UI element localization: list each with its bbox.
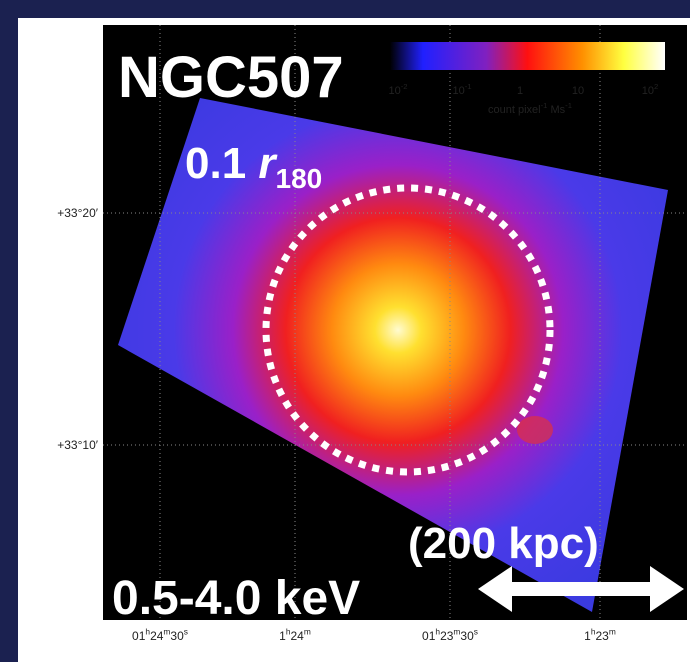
superscript: m xyxy=(609,627,616,637)
page: NGC507 0.1 r180 (200 kpc) 0.5-4.0 keV +3… xyxy=(0,0,690,662)
x-label: 01h23m30s xyxy=(422,627,478,643)
superscript: -2 xyxy=(401,82,408,91)
text: 23 xyxy=(440,629,454,643)
text: 24 xyxy=(150,629,164,643)
colorbar xyxy=(390,42,665,70)
superscript: m xyxy=(304,627,311,637)
figure: NGC507 0.1 r180 (200 kpc) 0.5-4.0 keV +3… xyxy=(0,0,690,662)
text: 30 xyxy=(170,629,184,643)
superscript: s xyxy=(474,627,478,637)
colorbar-tick: 1 xyxy=(517,85,523,97)
subscript: 180 xyxy=(276,163,323,194)
text: 23 xyxy=(596,629,610,643)
colorbar-unit: count pixel-1 Ms-1 xyxy=(488,101,572,116)
x-label: 01h24m30s xyxy=(132,627,188,643)
text: 01 xyxy=(422,629,436,643)
text: 10 xyxy=(452,85,464,97)
text: 01 xyxy=(132,629,146,643)
text: 10 xyxy=(572,85,584,97)
text: 30 xyxy=(460,629,474,643)
scale-label: (200 kpc) xyxy=(408,519,599,568)
title: NGC507 xyxy=(118,45,344,110)
text: 0.1 xyxy=(185,139,258,188)
text: Ms xyxy=(547,104,565,116)
superscript: m xyxy=(163,627,170,637)
energy-label: 0.5-4.0 keV xyxy=(112,572,360,625)
text: 24 xyxy=(291,629,305,643)
superscript: -1 xyxy=(541,101,548,110)
superscript: -1 xyxy=(465,82,472,91)
text: 1 xyxy=(517,85,523,97)
superscript: -1 xyxy=(565,101,572,110)
superscript: 2 xyxy=(654,82,658,91)
text: 10 xyxy=(642,85,654,97)
y-label: +33°20′ xyxy=(57,206,99,220)
text: count pixel xyxy=(488,104,541,116)
source-blob xyxy=(517,416,553,444)
colorbar-tick: 10 xyxy=(572,85,584,97)
text: 10 xyxy=(388,85,400,97)
y-label: +33°10′ xyxy=(57,438,99,452)
superscript: m xyxy=(453,627,460,637)
superscript: s xyxy=(184,627,188,637)
